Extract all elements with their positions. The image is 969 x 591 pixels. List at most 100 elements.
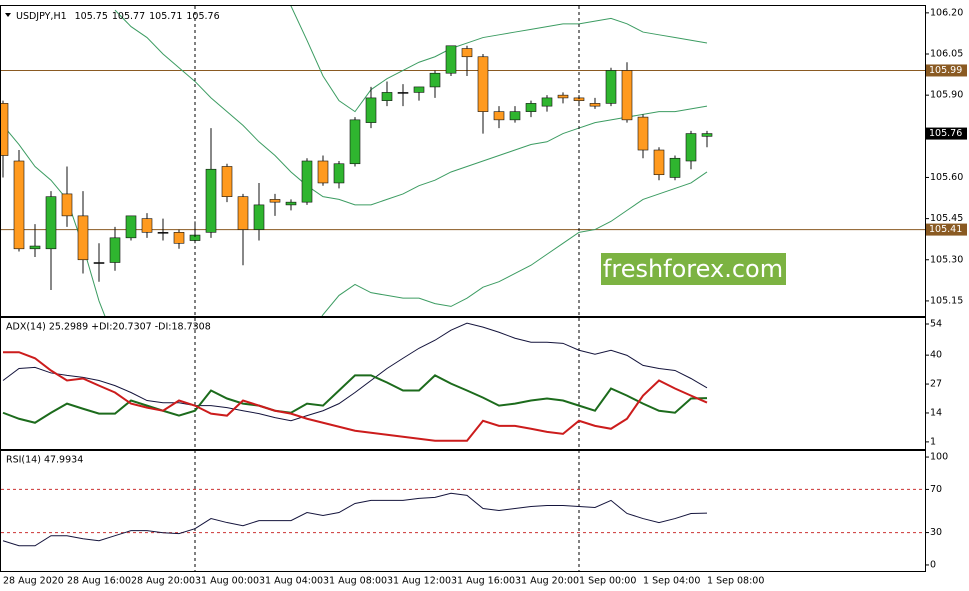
candle-body (381, 92, 393, 101)
y-tick-label: 40 (930, 350, 942, 361)
candle-body (541, 97, 553, 107)
candle-body (253, 204, 265, 230)
candle-body (621, 70, 633, 121)
panel-title: ADX(14) 25.2989 +DI:20.7307 -DI:18.7308 (6, 322, 211, 333)
y-tick-label: 70 (930, 484, 942, 495)
y-tick-label: 106.05 (930, 49, 963, 60)
candle-body (93, 262, 105, 264)
main-panel (0, 5, 926, 317)
candle-body (365, 97, 377, 123)
candle-body (1, 103, 9, 156)
candle-body (637, 116, 649, 151)
candle-body (557, 94, 569, 99)
candle-body (109, 237, 121, 263)
watermark-bg (601, 253, 786, 285)
candle-body (285, 201, 297, 206)
x-tick-label: 1 Sep 00:00 (579, 576, 636, 587)
candle-body (13, 160, 25, 250)
candle-body (461, 48, 473, 58)
candle-body (237, 196, 249, 230)
x-tick-label: 31 Aug 04:00 (259, 576, 323, 587)
candle-body (205, 168, 217, 233)
candle-body (29, 245, 41, 250)
candle-body (429, 72, 441, 88)
panel-plot (1, 488, 925, 547)
level-label: 105.41 (929, 224, 962, 235)
panel-plot (1, 6, 925, 316)
y-tick-label: 105.15 (930, 295, 963, 306)
x-tick-label: 31 Aug 20:00 (515, 576, 579, 587)
adx-panel (0, 317, 926, 450)
ohlc-close: 105.76 (186, 11, 219, 22)
candle-body (525, 103, 537, 112)
y-tick-label: 54 (930, 319, 942, 330)
watermark: freshforex.com (603, 255, 783, 283)
candle-body (141, 218, 153, 233)
indicator-line (2, 322, 708, 422)
candle-body (669, 157, 681, 178)
y-tick-label: 14 (930, 407, 942, 418)
x-tick-label: 31 Aug 08:00 (323, 576, 387, 587)
y-tick-label: 0 (930, 559, 936, 570)
indicator-line (3, 351, 708, 442)
candle-body (317, 160, 329, 184)
candle-body (605, 70, 617, 104)
candle-body (397, 92, 409, 94)
candle-body (685, 133, 697, 162)
candle-body (701, 133, 713, 137)
y-tick-label: 105.30 (930, 254, 963, 265)
y-tick-label: 27 (930, 379, 942, 390)
ohlc-low: 105.71 (149, 11, 182, 22)
panel-plot (2, 322, 708, 442)
x-tick-label: 28 Aug 20:00 (131, 576, 195, 587)
candle-body (157, 232, 169, 234)
candle-body (301, 160, 313, 203)
indicator-line (2, 374, 708, 424)
menu-arrow (5, 13, 11, 17)
candle-body (413, 86, 425, 93)
x-tick-label: 28 Aug 16:00 (67, 576, 131, 587)
candle-body (333, 163, 345, 184)
symbol: USDJPY,H1 (16, 11, 67, 22)
candle-body (269, 199, 281, 203)
candle-body (61, 193, 73, 217)
y-tick-label: 1 (930, 436, 936, 447)
level-label-bg (926, 223, 967, 236)
x-tick-label: 31 Aug 16:00 (451, 576, 515, 587)
ohlc-open: 105.75 (75, 11, 108, 22)
y-tick-label: 30 (930, 527, 942, 538)
candle-body (653, 149, 665, 176)
ohlc-high: 105.77 (112, 11, 145, 22)
y-tick-label: 105.60 (930, 172, 963, 183)
level-label: 105.99 (929, 65, 962, 76)
x-tick-label: 31 Aug 00:00 (195, 576, 259, 587)
y-tick-label: 100 (930, 452, 948, 463)
indicator-line (2, 492, 708, 547)
candle-body (445, 45, 457, 74)
chart-title: USDJPY,H1 105.75 105.77 105.71 105.76 (16, 11, 220, 22)
level-label-bg (926, 64, 967, 77)
candle-body (477, 56, 489, 112)
x-tick-label: 28 Aug 2020 (3, 576, 64, 587)
candle-body (221, 166, 233, 197)
candle-body (509, 111, 521, 121)
x-tick-label: 31 Aug 12:00 (387, 576, 451, 587)
band-line (2, 125, 708, 316)
candle-body (349, 119, 361, 165)
band-line (290, 6, 708, 113)
panel-title: RSI(14) 47.9934 (6, 455, 83, 466)
candle-body (45, 196, 57, 250)
candle-body (77, 215, 89, 261)
x-tick-label: 1 Sep 04:00 (643, 576, 700, 587)
y-tick-label: 105.90 (930, 90, 963, 101)
last-price-label: 105.76 (929, 128, 962, 139)
rsi-panel (0, 450, 926, 572)
y-tick-label: 105.45 (930, 213, 963, 224)
candle-body (173, 232, 185, 244)
candle-body (589, 103, 601, 107)
last-price-bg (926, 127, 967, 140)
x-tick-label: 1 Sep 08:00 (707, 576, 764, 587)
candle-body (125, 215, 137, 239)
